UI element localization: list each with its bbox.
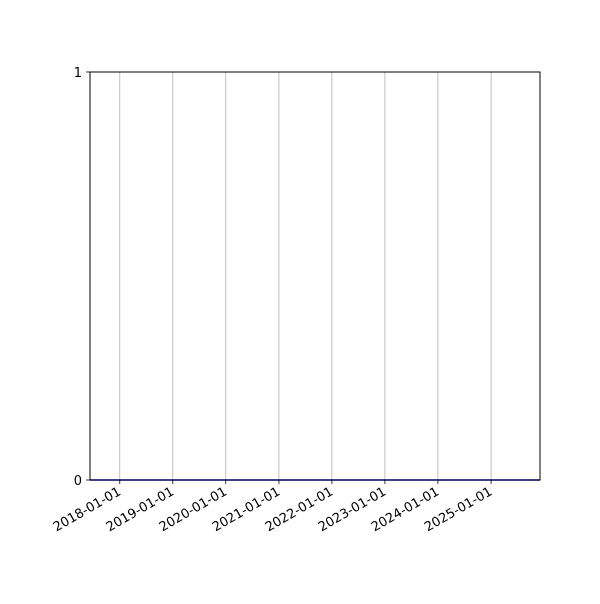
y-axis: 01 (74, 66, 90, 489)
axes-frame (89, 71, 541, 481)
y-tick-label: 1 (74, 66, 82, 81)
x-axis: 2018-01-012019-01-012020-01-012021-01-01… (51, 480, 495, 535)
y-tick-label: 0 (74, 474, 82, 489)
grid (119, 72, 492, 480)
